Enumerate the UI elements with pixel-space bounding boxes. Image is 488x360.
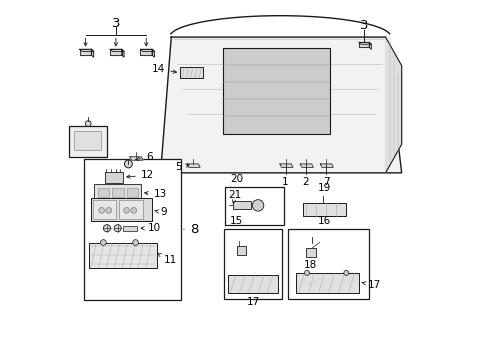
Text: 10: 10 [141,223,161,233]
FancyBboxPatch shape [303,203,346,216]
Polygon shape [122,49,124,57]
Text: 13: 13 [144,189,166,199]
FancyBboxPatch shape [180,67,203,78]
Circle shape [124,160,132,168]
FancyBboxPatch shape [224,187,283,225]
Polygon shape [358,42,370,44]
Polygon shape [110,49,122,55]
Text: 12: 12 [126,170,154,180]
Polygon shape [140,49,152,55]
Text: 15: 15 [229,216,242,226]
Circle shape [252,200,263,211]
Text: 18: 18 [304,260,317,270]
FancyBboxPatch shape [123,226,137,231]
Text: 7: 7 [322,177,328,187]
Polygon shape [130,157,142,160]
Text: 17: 17 [362,280,380,291]
Polygon shape [279,164,292,167]
Polygon shape [140,49,154,51]
FancyBboxPatch shape [74,131,101,150]
FancyBboxPatch shape [228,275,278,293]
Circle shape [103,225,110,232]
Polygon shape [186,164,200,167]
Circle shape [343,270,348,275]
Text: 17: 17 [246,297,260,307]
FancyBboxPatch shape [296,273,358,293]
Circle shape [132,240,138,246]
Polygon shape [320,164,333,167]
Text: 11: 11 [158,254,177,265]
Circle shape [304,270,309,275]
Text: 9: 9 [155,207,167,217]
FancyBboxPatch shape [93,200,116,219]
Text: 1: 1 [282,177,288,187]
Text: 19: 19 [318,183,331,193]
Circle shape [114,225,121,232]
Text: 2: 2 [302,177,308,187]
Text: 21: 21 [228,190,241,203]
Circle shape [131,207,136,213]
FancyBboxPatch shape [91,198,151,221]
Circle shape [123,207,129,213]
Circle shape [106,207,111,213]
Polygon shape [385,37,401,173]
Polygon shape [80,49,91,55]
FancyBboxPatch shape [112,188,123,197]
Polygon shape [300,164,313,167]
FancyBboxPatch shape [236,246,245,255]
FancyBboxPatch shape [84,158,181,300]
FancyBboxPatch shape [69,126,107,157]
Text: 8: 8 [183,222,198,235]
FancyBboxPatch shape [224,229,282,299]
Polygon shape [358,42,368,48]
FancyBboxPatch shape [305,248,315,257]
Text: 4: 4 [85,163,92,173]
Polygon shape [152,49,154,57]
Polygon shape [110,49,124,51]
Circle shape [85,121,91,126]
Text: 14: 14 [152,64,176,74]
Text: 6: 6 [135,152,153,162]
Polygon shape [160,37,401,173]
FancyBboxPatch shape [288,229,368,299]
Text: 20: 20 [230,174,243,184]
FancyBboxPatch shape [126,188,138,197]
FancyBboxPatch shape [223,48,329,134]
Polygon shape [80,49,94,51]
FancyBboxPatch shape [105,172,123,183]
FancyBboxPatch shape [89,243,157,267]
Polygon shape [91,49,94,57]
Text: 16: 16 [317,216,330,226]
FancyBboxPatch shape [119,200,142,219]
FancyBboxPatch shape [98,188,109,197]
Text: 3: 3 [359,19,367,32]
Circle shape [99,207,104,213]
FancyBboxPatch shape [94,184,141,198]
Circle shape [101,240,106,246]
FancyBboxPatch shape [233,201,250,209]
Text: 3: 3 [111,17,120,30]
Text: 5: 5 [175,162,189,172]
Polygon shape [368,42,370,49]
